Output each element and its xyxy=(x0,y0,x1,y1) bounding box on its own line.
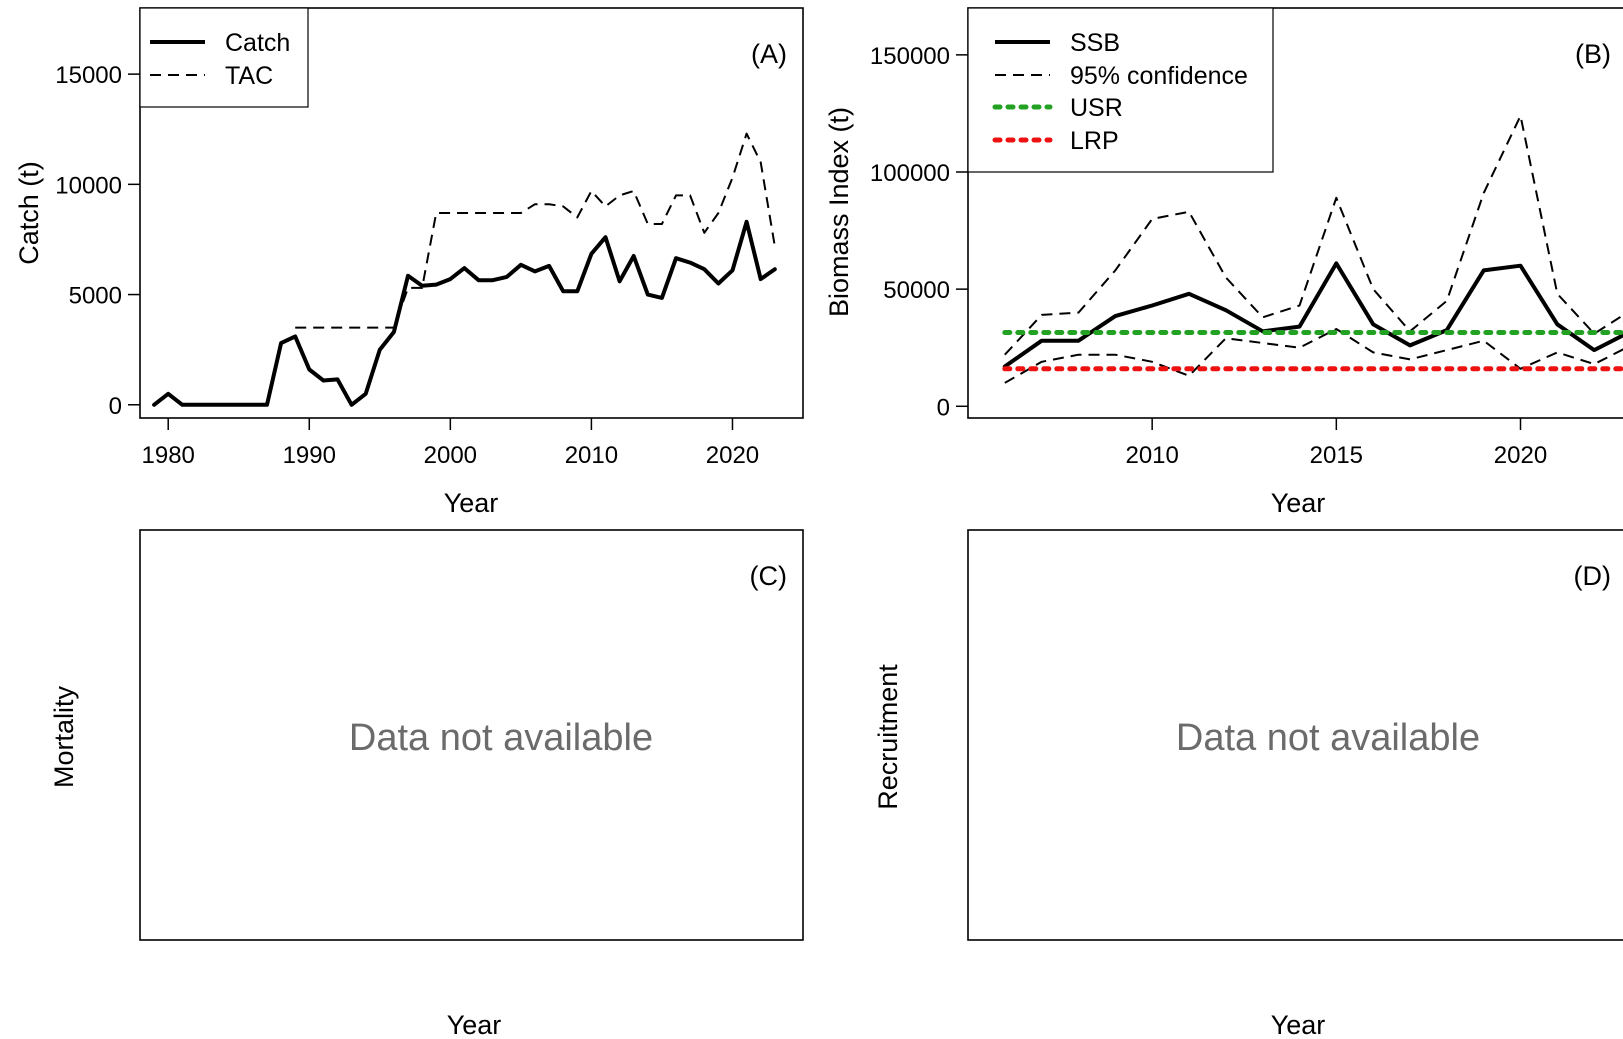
panel-b-legend-ssb-label: SSB xyxy=(1070,29,1120,57)
panel-a-x-tick-label-1980: 1980 xyxy=(142,442,195,469)
panel-b-legend: SSB 95% confidence USR LRP xyxy=(967,7,1274,173)
panel-a-label: (A) xyxy=(751,39,787,69)
panel-a-y-tick-label-15000: 15000 xyxy=(55,62,122,89)
panel-b-legend-box xyxy=(967,7,1274,173)
panel-d-y-axis-title: Recruitment xyxy=(873,664,903,810)
panel-b-x-axis-title: Year xyxy=(1271,488,1326,518)
panel-a-legend: Catch TAC xyxy=(139,7,309,108)
panel-a-legend-box xyxy=(139,7,309,108)
panel-b-series xyxy=(1002,114,1623,384)
panel-a-series xyxy=(152,132,777,407)
panel-c-no-data-message: Data not available xyxy=(349,717,653,759)
panel-b-y-tick-label-0: 0 xyxy=(937,394,950,421)
panel-c-x-axis-title: Year xyxy=(447,1010,502,1039)
panel-d: (D) Data not available Year Recruitment xyxy=(873,529,1623,1039)
panel-b-legend-usr-label: USR xyxy=(1070,94,1123,122)
panel-a-x-axis-title: Year xyxy=(444,488,499,518)
panel-a-x-tick-label-2020: 2020 xyxy=(706,442,759,469)
panel-d-plot-frame xyxy=(967,529,1623,941)
panel-a-y-tick-label-5000: 5000 xyxy=(69,283,122,310)
panel-c-label: (C) xyxy=(750,561,787,591)
panel-b-legend-ci-label: 95% confidence xyxy=(1070,62,1248,90)
panel-d-label: (D) xyxy=(1574,561,1611,591)
panel-b-legend-lrp-label: LRP xyxy=(1070,127,1119,155)
panel-b-plot-frame xyxy=(967,7,1623,419)
panel-c: (C) Data not available Year Mortality xyxy=(49,529,804,1039)
panel-b-axes: 2010 2015 2020 0 50000 100000 150000 xyxy=(870,43,1547,469)
panel-b-y-tick-label-50000: 50000 xyxy=(883,277,950,304)
panel-b-x-tick-label-2020: 2020 xyxy=(1494,442,1547,469)
panel-a-y-tick-label-10000: 10000 xyxy=(55,172,122,199)
panel-b-label: (B) xyxy=(1575,39,1611,69)
panel-b-series-95-confidence-2-line xyxy=(1004,328,1623,384)
panel-a-x-tick-label-2000: 2000 xyxy=(424,442,477,469)
panel-a-axes: 1980 1990 2000 2010 2020 0 5000 10000 15000 xyxy=(55,62,759,469)
panel-c-y-axis-title: Mortality xyxy=(49,685,79,788)
panel-b-y-tick-label-150000: 150000 xyxy=(870,43,950,70)
panel-a-legend-catch-label: Catch xyxy=(225,29,290,57)
panel-a-x-tick-label-1990: 1990 xyxy=(283,442,336,469)
panel-a-y-tick-label-0: 0 xyxy=(109,393,122,420)
panel-d-x-axis-title: Year xyxy=(1271,1010,1326,1039)
panel-a-series-tac-1-line xyxy=(295,132,776,329)
panel-a-series-catch-0-line xyxy=(152,219,777,407)
panel-a-y-axis-title: Catch (t) xyxy=(14,161,44,265)
panel-b-series-95-confidence-1-line xyxy=(1004,114,1623,356)
panel-b-series-ssb-0-line xyxy=(1002,261,1623,369)
panel-a-plot-frame xyxy=(139,7,804,419)
panel-d-no-data-message: Data not available xyxy=(1176,717,1480,759)
panel-b-x-tick-label-2010: 2010 xyxy=(1125,442,1178,469)
panel-a-x-tick-label-2010: 2010 xyxy=(565,442,618,469)
panel-a-legend-tac-label: TAC xyxy=(225,62,273,90)
panel-b-y-tick-label-100000: 100000 xyxy=(870,160,950,187)
panel-b-x-tick-label-2015: 2015 xyxy=(1310,442,1363,469)
panel-b-y-axis-title: Biomass Index (t) xyxy=(824,107,854,317)
panel-c-plot-frame xyxy=(139,529,804,941)
